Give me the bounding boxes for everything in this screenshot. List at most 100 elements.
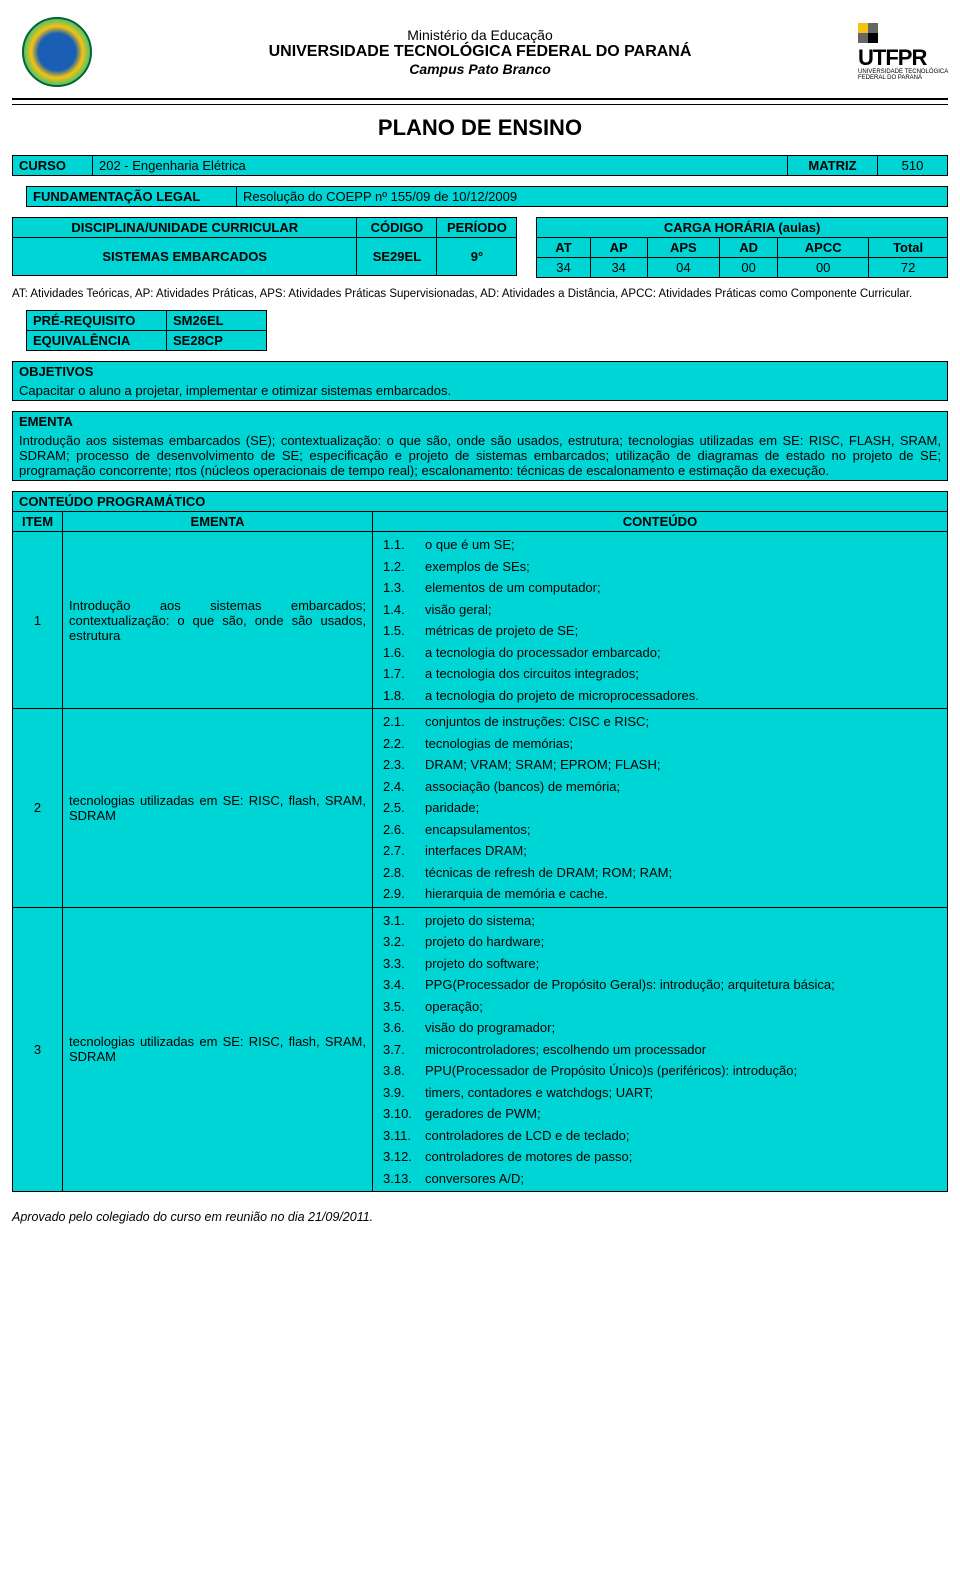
content-text: encapsulamentos;: [421, 819, 941, 841]
content-text: hierarquia de memória e cache.: [421, 883, 941, 905]
ementa-text: Introdução aos sistemas embarcados (SE);…: [13, 431, 948, 481]
content-num: 2.2.: [379, 733, 421, 755]
carga-val: 34: [590, 258, 647, 278]
content-num: 3.8.: [379, 1060, 421, 1082]
prog-item-conteudo: 1.1.o que é um SE;1.2.exemplos de SEs;1.…: [373, 532, 948, 709]
content-text: elementos de um computador;: [421, 577, 941, 599]
carga-val: 34: [537, 258, 591, 278]
content-num: 1.7.: [379, 663, 421, 685]
content-num: 3.3.: [379, 953, 421, 975]
content-num: 1.8.: [379, 685, 421, 707]
disc-periodo: 9°: [437, 238, 517, 276]
content-num: 2.4.: [379, 776, 421, 798]
content-text: controladores de LCD e de teclado;: [421, 1125, 941, 1147]
campus-line: Campus Pato Branco: [102, 61, 858, 77]
carga-col: AT: [537, 238, 591, 258]
content-num: 1.4.: [379, 599, 421, 621]
content-text: visão geral;: [421, 599, 941, 621]
prog-col-ementa: EMENTA: [63, 512, 373, 532]
disc-carga-row: DISCIPLINA/UNIDADE CURRICULAR CÓDIGO PER…: [12, 217, 948, 278]
carga-val: 00: [720, 258, 778, 278]
content-text: projeto do hardware;: [421, 931, 941, 953]
disc-label: DISCIPLINA/UNIDADE CURRICULAR: [13, 218, 357, 238]
content-num: 3.5.: [379, 996, 421, 1018]
content-num: 1.6.: [379, 642, 421, 664]
content-num: 3.13.: [379, 1168, 421, 1190]
carga-val: 04: [647, 258, 720, 278]
content-num: 3.11.: [379, 1125, 421, 1147]
prog-item-num: 3: [13, 907, 63, 1192]
content-num: 3.4.: [379, 974, 421, 996]
prog-item-num: 2: [13, 709, 63, 908]
prog-item-conteudo: 2.1.conjuntos de instruções: CISC e RISC…: [373, 709, 948, 908]
ministry-line: Ministério da Educação: [102, 27, 858, 43]
objetivos-box: OBJETIVOS Capacitar o aluno a projetar, …: [12, 361, 948, 401]
content-text: conjuntos de instruções: CISC e RISC;: [421, 711, 941, 733]
content-text: PPU(Processador de Propósito Único)s (pe…: [421, 1060, 941, 1082]
fund-table: FUNDAMENTAÇÃO LEGAL Resolução do COEPP n…: [26, 186, 948, 207]
content-text: paridade;: [421, 797, 941, 819]
curso-label: CURSO: [13, 156, 93, 176]
content-num: 1.5.: [379, 620, 421, 642]
content-num: 3.10.: [379, 1103, 421, 1125]
ementa-box: EMENTA Introdução aos sistemas embarcado…: [12, 411, 948, 481]
content-num: 1.2.: [379, 556, 421, 578]
prog-item-num: 1: [13, 532, 63, 709]
content-num: 2.8.: [379, 862, 421, 884]
disc-name: SISTEMAS EMBARCADOS: [13, 238, 357, 276]
page-title: PLANO DE ENSINO: [12, 115, 948, 141]
content-num: 3.9.: [379, 1082, 421, 1104]
content-text: operação;: [421, 996, 941, 1018]
content-text: o que é um SE;: [421, 534, 941, 556]
document-header: Ministério da Educação UNIVERSIDADE TECN…: [12, 12, 948, 100]
carga-val: 00: [778, 258, 869, 278]
utfpr-squares-icon: [858, 23, 878, 43]
content-text: projeto do software;: [421, 953, 941, 975]
content-text: a tecnologia do processador embarcado;: [421, 642, 941, 664]
matriz-value: 510: [878, 156, 948, 176]
carga-col: APCC: [778, 238, 869, 258]
objetivos-label: OBJETIVOS: [13, 362, 948, 382]
equiv-value: SE28CP: [167, 331, 267, 351]
content-num: 2.3.: [379, 754, 421, 776]
content-text: DRAM; VRAM; SRAM; EPROM; FLASH;: [421, 754, 941, 776]
content-num: 1.1.: [379, 534, 421, 556]
content-num: 2.6.: [379, 819, 421, 841]
fund-label: FUNDAMENTAÇÃO LEGAL: [27, 187, 237, 207]
content-text: técnicas de refresh de DRAM; ROM; RAM;: [421, 862, 941, 884]
logo-left: [12, 12, 102, 92]
prog-col-conteudo: CONTEÚDO: [373, 512, 948, 532]
content-text: a tecnologia dos circuitos integrados;: [421, 663, 941, 685]
utfpr-text: UTFPR: [858, 45, 926, 70]
periodo-label: PERÍODO: [437, 218, 517, 238]
content-num: 2.1.: [379, 711, 421, 733]
content-text: a tecnologia do projeto de microprocessa…: [421, 685, 941, 707]
content-num: 2.5.: [379, 797, 421, 819]
prereq-table: PRÉ-REQUISITO SM26EL EQUIVALÊNCIA SE28CP: [26, 310, 267, 351]
content-num: 3.12.: [379, 1146, 421, 1168]
curso-value: 202 - Engenharia Elétrica: [93, 156, 788, 176]
content-text: controladores de motores de passo;: [421, 1146, 941, 1168]
prog-table: CONTEÚDO PROGRAMÁTICO ITEM EMENTA CONTEÚ…: [12, 491, 948, 1192]
content-text: PPG(Processador de Propósito Geral)s: in…: [421, 974, 941, 996]
content-num: 3.6.: [379, 1017, 421, 1039]
footer-text: Aprovado pelo colegiado do curso em reun…: [12, 1210, 948, 1224]
disc-codigo: SE29EL: [357, 238, 437, 276]
matriz-label: MATRIZ: [788, 156, 878, 176]
logo-right: UTFPR UNIVERSIDADE TECNOLÓGICA FEDERAL D…: [858, 12, 948, 92]
content-num: 3.7.: [379, 1039, 421, 1061]
prog-item-ementa: tecnologias utilizadas em SE: RISC, flas…: [63, 907, 373, 1192]
content-text: métricas de projeto de SE;: [421, 620, 941, 642]
utfpr-subtitle: UNIVERSIDADE TECNOLÓGICA FEDERAL DO PARA…: [858, 69, 948, 81]
objetivos-text: Capacitar o aluno a projetar, implementa…: [13, 381, 948, 401]
curso-table: CURSO 202 - Engenharia Elétrica MATRIZ 5…: [12, 155, 948, 176]
disc-table: DISCIPLINA/UNIDADE CURRICULAR CÓDIGO PER…: [12, 217, 517, 276]
prog-col-item: ITEM: [13, 512, 63, 532]
content-text: associação (bancos) de memória;: [421, 776, 941, 798]
carga-table: CARGA HORÁRIA (aulas) ATAPAPSADAPCCTotal…: [536, 217, 948, 278]
content-text: microcontroladores; escolhendo um proces…: [421, 1039, 941, 1061]
content-text: conversores A/D;: [421, 1168, 941, 1190]
content-num: 3.2.: [379, 931, 421, 953]
content-num: 2.7.: [379, 840, 421, 862]
prereq-value: SM26EL: [167, 311, 267, 331]
